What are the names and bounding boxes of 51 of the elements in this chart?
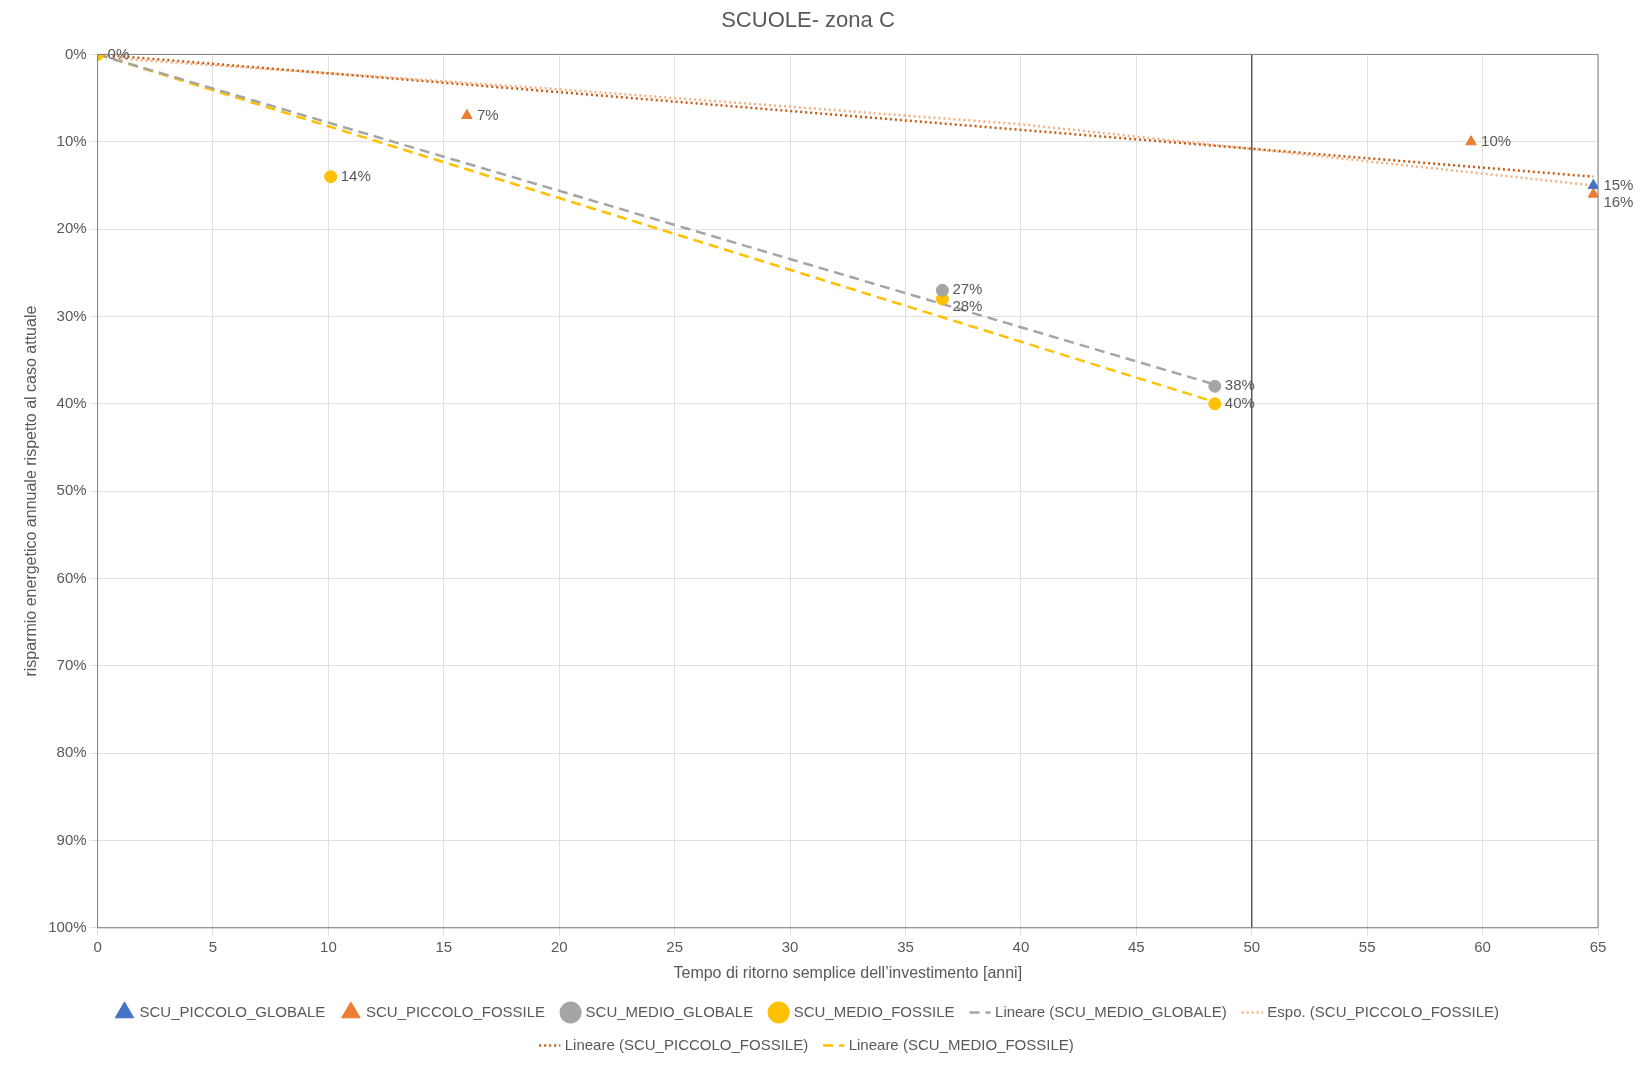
data-label: 28% <box>952 297 983 315</box>
legend-label: Lineare (SCU_MEDIO_GLOBALE) <box>995 1002 1227 1020</box>
x-tick-label: 55 <box>1358 937 1376 955</box>
legend-label: SCU_MEDIO_FOSSILE <box>793 1002 955 1020</box>
point <box>324 170 338 184</box>
legend-label: SCU_MEDIO_GLOBALE <box>585 1002 754 1020</box>
x-tick-label: 25 <box>666 937 683 955</box>
y-tick-label: 10% <box>56 131 87 149</box>
x-tick-label: 5 <box>208 937 218 955</box>
x-tick-label: 35 <box>897 937 914 955</box>
x-tick-label: 40 <box>1012 937 1030 955</box>
point <box>1465 135 1477 146</box>
x-axis-title: Tempo di ritorno semplice dell’investimento [anni] <box>673 963 1023 981</box>
data-label: 14% <box>340 166 371 184</box>
x-tick-label: 45 <box>1127 937 1145 955</box>
y-tick-label: 50% <box>56 481 87 499</box>
y-tick-label: 80% <box>56 743 87 761</box>
x-tick-label: 30 <box>781 937 799 955</box>
y-tick-label: 70% <box>56 655 87 673</box>
y-tick-label: 20% <box>56 219 87 237</box>
legend-label: SCU_PICCOLO_FOSSILE <box>365 1002 546 1020</box>
legend-label: Lineare (SCU_PICCOLO_FOSSILE) <box>564 1035 809 1053</box>
x-tick-label: 60 <box>1474 937 1491 955</box>
x-tick-label: 65 <box>1589 937 1607 955</box>
y-tick-label: 0% <box>64 44 87 62</box>
data-label: 15% <box>1603 175 1634 193</box>
legend-label: SCU_PICCOLO_GLOBALE <box>139 1002 326 1020</box>
point <box>1208 397 1222 411</box>
data-label: 10% <box>1481 131 1512 149</box>
y-tick-label: 40% <box>56 393 87 411</box>
point <box>461 109 473 120</box>
x-tick-label: 15 <box>435 937 453 955</box>
y-tick-label: 90% <box>56 830 87 848</box>
point <box>935 283 949 297</box>
point <box>1587 187 1598 198</box>
x-tick-label: 10 <box>320 937 337 955</box>
chart-title: SCUOLE- zona C <box>721 7 895 33</box>
x-tick-label: 20 <box>550 937 568 955</box>
x-tick-label: 50 <box>1243 937 1261 955</box>
data-label: 27% <box>952 280 983 298</box>
point <box>1208 379 1222 393</box>
point <box>1587 178 1598 189</box>
legend-label: Lineare (SCU_MEDIO_FOSSILE) <box>848 1035 1074 1053</box>
data-label: 7% <box>476 105 499 123</box>
y-tick-label: 30% <box>56 306 87 324</box>
legend-label: Espo. (SCU_PICCOLO_FOSSILE) <box>1267 1002 1500 1020</box>
y-tick-label: 60% <box>56 568 87 586</box>
y-tick-label: 100% <box>48 917 87 935</box>
y-axis-title: risparmio energetico annuale rispetto al caso attuale <box>22 305 40 677</box>
x-tick-label: 0 <box>93 937 102 955</box>
data-label: 16% <box>1603 192 1634 210</box>
